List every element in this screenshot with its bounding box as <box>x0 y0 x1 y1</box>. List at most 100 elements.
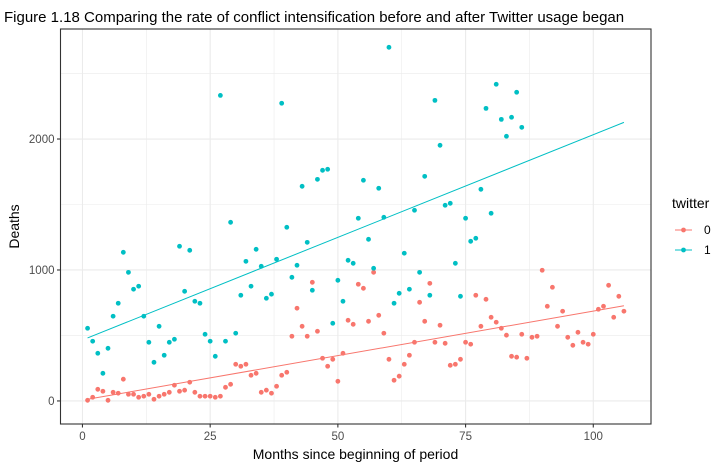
data-point-twitter-1 <box>177 243 182 249</box>
data-point-twitter-1 <box>95 350 101 356</box>
data-point-twitter-1 <box>468 238 474 244</box>
data-point-twitter-0 <box>248 372 254 378</box>
data-point-twitter-0 <box>621 308 627 314</box>
data-point-twitter-0 <box>555 323 560 329</box>
data-point-twitter-0 <box>447 362 453 368</box>
data-point-twitter-0 <box>616 293 622 299</box>
data-point-twitter-1 <box>345 257 351 263</box>
trend-line-twitter-0 <box>87 305 625 400</box>
x-axis-ticks: 0 25 50 75 100 <box>79 424 603 443</box>
data-point-twitter-1 <box>253 246 259 252</box>
data-point-twitter-0 <box>590 331 596 337</box>
data-points <box>85 44 627 403</box>
data-point-twitter-1 <box>514 89 520 95</box>
data-point-twitter-1 <box>258 263 264 269</box>
data-point-twitter-0 <box>126 391 131 397</box>
data-point-twitter-1 <box>452 260 458 266</box>
data-point-twitter-1 <box>161 352 167 358</box>
data-point-twitter-0 <box>575 329 581 335</box>
data-point-twitter-1 <box>320 167 325 173</box>
data-point-twitter-0 <box>381 330 387 336</box>
data-point-twitter-0 <box>550 284 555 290</box>
data-point-twitter-1 <box>228 219 234 225</box>
data-point-twitter-0 <box>427 280 433 286</box>
data-point-twitter-0 <box>284 369 290 375</box>
data-point-twitter-0 <box>110 389 116 395</box>
data-point-twitter-1 <box>463 215 468 221</box>
data-point-twitter-0 <box>514 354 520 360</box>
data-point-twitter-1 <box>396 290 402 296</box>
data-point-twitter-0 <box>478 323 484 329</box>
data-point-twitter-1 <box>100 370 106 376</box>
data-point-twitter-1 <box>90 338 96 344</box>
data-point-twitter-1 <box>417 269 423 275</box>
data-point-twitter-0 <box>161 391 167 397</box>
data-point-twitter-0 <box>412 339 417 345</box>
data-point-twitter-1 <box>85 325 90 331</box>
data-point-twitter-0 <box>177 388 182 394</box>
data-point-twitter-0 <box>376 312 382 318</box>
data-point-twitter-1 <box>519 124 525 130</box>
data-point-twitter-0 <box>182 387 188 393</box>
data-point-twitter-0 <box>187 379 193 385</box>
data-point-twitter-1 <box>238 292 244 298</box>
data-point-twitter-0 <box>350 321 356 327</box>
data-point-twitter-1 <box>146 339 152 345</box>
data-point-twitter-0 <box>279 372 285 378</box>
data-point-twitter-0 <box>524 355 530 361</box>
legend: twitter 0 1 <box>672 195 711 257</box>
data-point-twitter-0 <box>233 361 239 367</box>
y-tick-label: 1000 <box>29 265 55 277</box>
data-point-twitter-0 <box>580 339 586 345</box>
data-point-twitter-0 <box>315 328 320 334</box>
data-point-twitter-0 <box>212 394 218 400</box>
data-point-twitter-0 <box>529 334 535 340</box>
data-point-twitter-0 <box>217 393 223 399</box>
data-point-twitter-0 <box>207 393 213 399</box>
data-point-twitter-0 <box>386 356 392 362</box>
data-point-twitter-1 <box>105 345 111 351</box>
legend-label: 1 <box>704 243 711 257</box>
data-point-twitter-0 <box>601 303 606 309</box>
data-point-twitter-0 <box>166 389 172 395</box>
data-point-twitter-0 <box>197 393 203 399</box>
data-point-twitter-1 <box>294 262 300 268</box>
data-point-twitter-1 <box>156 323 162 329</box>
data-point-twitter-1 <box>366 236 371 242</box>
data-point-twitter-1 <box>172 336 177 342</box>
data-point-twitter-0 <box>294 305 300 311</box>
data-point-twitter-1 <box>427 292 433 298</box>
data-point-twitter-0 <box>606 282 612 288</box>
data-point-twitter-1 <box>498 116 504 122</box>
y-tick-label: 0 <box>48 396 54 408</box>
chart-title: Figure 1.18 Comparing the rate of confli… <box>4 9 624 26</box>
data-point-twitter-1 <box>422 173 428 179</box>
data-point-twitter-1 <box>432 97 438 103</box>
data-point-twitter-0 <box>320 355 325 361</box>
data-point-twitter-0 <box>355 281 361 287</box>
data-point-twitter-1 <box>340 298 346 304</box>
data-point-twitter-0 <box>391 377 397 383</box>
data-point-twitter-0 <box>258 389 264 395</box>
data-point-twitter-1 <box>182 288 188 294</box>
data-point-twitter-1 <box>289 274 295 280</box>
data-point-twitter-0 <box>228 381 234 387</box>
data-point-twitter-1 <box>187 247 193 253</box>
data-point-twitter-0 <box>263 387 269 393</box>
data-point-twitter-0 <box>417 299 423 305</box>
x-tick-label: 100 <box>584 431 603 443</box>
data-point-twitter-1 <box>447 200 453 206</box>
data-point-twitter-0 <box>330 356 336 362</box>
x-axis-title: Months since beginning of period <box>253 446 458 462</box>
data-point-twitter-0 <box>560 308 566 314</box>
data-point-twitter-1 <box>325 166 331 172</box>
data-point-twitter-0 <box>366 318 371 324</box>
data-point-twitter-0 <box>570 342 576 348</box>
data-point-twitter-1 <box>279 100 285 106</box>
data-point-twitter-1 <box>478 186 484 192</box>
data-point-twitter-0 <box>85 397 90 403</box>
data-point-twitter-1 <box>509 114 514 120</box>
data-point-twitter-1 <box>355 215 361 221</box>
data-point-twitter-0 <box>468 341 474 347</box>
trend-lines <box>87 121 625 400</box>
